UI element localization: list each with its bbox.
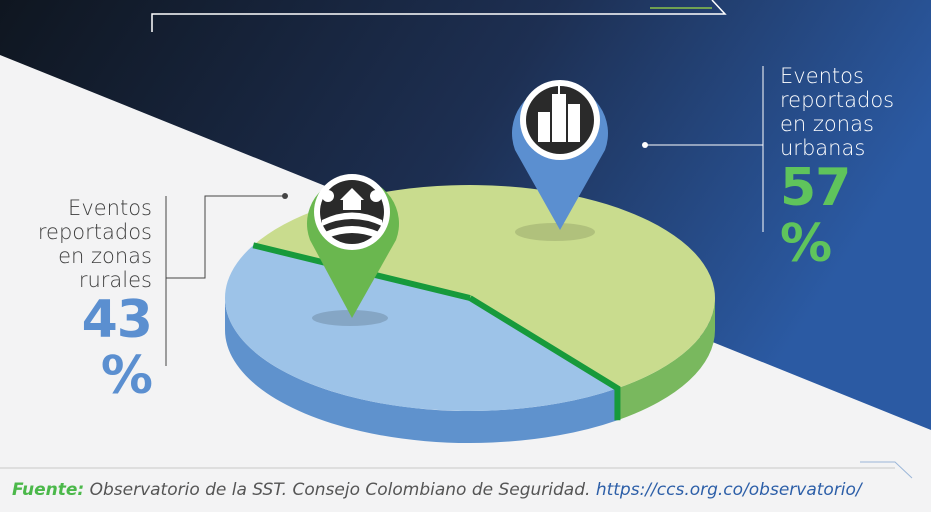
footer-accent bbox=[860, 461, 913, 479]
rural-label: Eventos reportados en zonas rurales 43 % bbox=[20, 196, 153, 406]
connectors bbox=[165, 66, 764, 366]
source-link[interactable]: https://ccs.org.co/observatorio/ bbox=[595, 480, 862, 500]
category-label: Eventos reportados en zonas rurales bbox=[37, 196, 152, 292]
value-label: 57 % bbox=[780, 158, 851, 274]
source: Fuente: Observatorio de la SST. Consejo … bbox=[12, 480, 862, 500]
slice bbox=[224, 245, 618, 412]
slice-side bbox=[225, 298, 618, 443]
slice-side bbox=[617, 298, 715, 421]
slice-edge bbox=[468, 295, 621, 421]
value-label: 43 % bbox=[81, 290, 153, 406]
title-frame bbox=[151, 0, 727, 32]
source-text: Observatorio de la SST. Consejo Colombia… bbox=[89, 480, 591, 500]
source-label: Fuente: bbox=[12, 480, 85, 500]
rural-pin bbox=[307, 174, 399, 326]
category-label: Eventos reportados en zonas urbanas bbox=[780, 64, 895, 160]
urban-pin bbox=[512, 80, 608, 241]
urban-label: Eventos reportados en zonas urbanas 57 % bbox=[780, 64, 910, 272]
pie bbox=[224, 185, 715, 443]
